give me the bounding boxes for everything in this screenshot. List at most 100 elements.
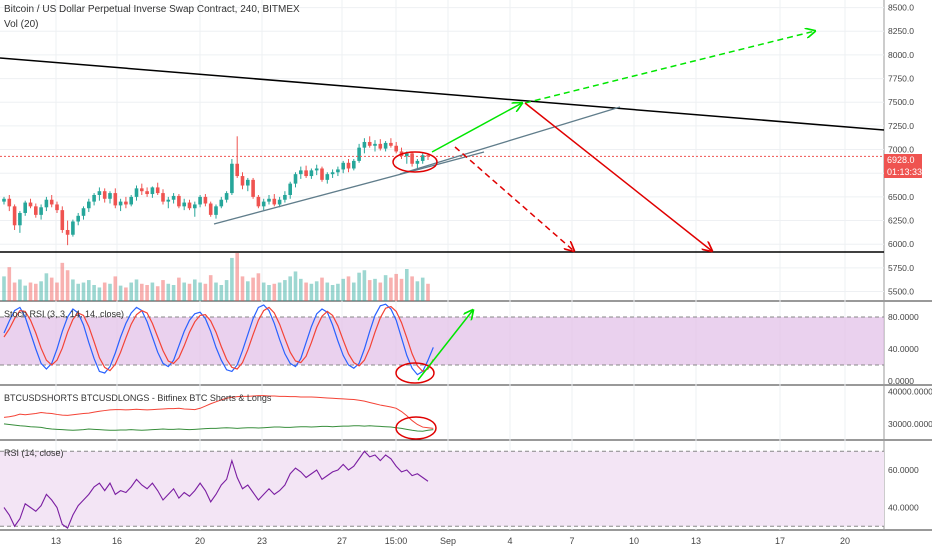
volume-bar	[49, 277, 54, 301]
candle-body	[240, 176, 245, 186]
countdown-badge: 01:13:33	[887, 167, 922, 177]
time-tick-label: 13	[51, 536, 61, 546]
candle-body	[140, 188, 144, 192]
candle-body	[246, 179, 250, 186]
price-tick-label: 6000.0	[888, 239, 914, 249]
price-badge: 6928.0 01:13:33	[884, 154, 922, 178]
volume-bar	[267, 285, 271, 301]
price-tick-label: 7250.0	[888, 121, 914, 131]
rsi-tick-label: 40.0000	[888, 503, 919, 513]
volume-bar	[399, 278, 404, 301]
candle-body	[171, 195, 176, 200]
volume-bar	[219, 285, 224, 301]
volume-bar	[357, 272, 361, 301]
candle-body	[134, 188, 139, 197]
volume-bar	[341, 278, 345, 301]
volume-bar	[383, 275, 388, 301]
candle-body	[161, 193, 165, 202]
candle-body	[166, 199, 171, 202]
last-price-badge: 6928.0	[887, 155, 915, 165]
volume-bar	[394, 273, 398, 301]
candle-body	[309, 170, 314, 177]
volume-bar	[330, 285, 335, 301]
price-tick-label: 8500.0	[888, 3, 914, 13]
candle-body	[383, 142, 388, 149]
candle-body	[155, 187, 160, 194]
candle-body	[304, 170, 308, 177]
longs-line	[3, 423, 434, 432]
candle-body	[49, 199, 54, 205]
candle-body	[235, 163, 239, 177]
candle-body	[420, 155, 425, 161]
upper-resistance-line	[0, 57, 885, 131]
price-tick-label: 8000.0	[888, 50, 914, 60]
candle-body	[12, 206, 17, 226]
volume-bar	[336, 283, 340, 301]
candle-body	[415, 160, 420, 164]
shorts-line	[3, 395, 434, 429]
volume-bar	[426, 283, 430, 301]
user-drawings	[0, 31, 885, 440]
candle-body	[87, 201, 91, 209]
candle-body	[203, 196, 208, 204]
volume-bar	[256, 273, 261, 301]
shorts-longs-circle-annotation	[395, 416, 437, 440]
candle-body	[113, 193, 118, 206]
time-tick-label: 20	[840, 536, 850, 546]
volume-bar	[193, 279, 197, 301]
candle-body	[150, 187, 155, 195]
shorts-longs-tick-label: 30000.0000	[888, 419, 932, 429]
volume-bar	[415, 281, 420, 301]
candle-body	[405, 153, 409, 157]
volume-bar	[44, 273, 49, 301]
candle-body	[325, 174, 330, 180]
volume-bar	[76, 283, 80, 301]
volume-bar	[28, 282, 33, 301]
volume-bar	[34, 283, 38, 301]
volume-bar	[187, 283, 192, 301]
volume-bar	[346, 276, 351, 301]
candle-body	[256, 196, 261, 207]
candle-body	[92, 194, 96, 202]
price-tick-label: 6500.0	[888, 192, 914, 202]
ascending-trendline	[213, 151, 485, 225]
red-dashed-breakdown-arrow	[454, 146, 574, 251]
volume-bar	[410, 276, 414, 301]
volume-bar	[97, 287, 102, 301]
time-axis: 13 16 20 23 27 15:00 Sep 4 7 10 13 17 20	[51, 536, 850, 546]
candle-body	[251, 179, 255, 197]
price-circle-annotation	[392, 151, 438, 173]
time-tick-label: 20	[195, 536, 205, 546]
volume-bar	[113, 276, 118, 301]
rsi-label: RSI (14, close)	[4, 448, 64, 458]
price-axis: 5500.05750.06000.06250.06500.06750.07000…	[888, 3, 932, 513]
volume-bar	[362, 270, 367, 301]
volume-bar	[39, 281, 43, 301]
green-arrow-to-resistance	[431, 103, 522, 153]
volume-bar	[155, 286, 160, 301]
candle-body	[65, 230, 70, 235]
volume-bar	[23, 285, 27, 301]
volume-bar	[87, 280, 91, 301]
candle-body	[182, 202, 186, 207]
candle-body	[129, 196, 133, 205]
volume-bar	[214, 282, 218, 301]
volume-bar	[171, 285, 176, 301]
candle-body	[97, 191, 102, 195]
candle-body	[389, 142, 393, 146]
candle-body	[267, 198, 271, 202]
time-tick-label: 15:00	[385, 536, 408, 546]
volume-bar	[118, 285, 123, 301]
volume-bar	[55, 282, 59, 301]
volume-bar	[352, 282, 356, 301]
candle-body	[288, 183, 292, 195]
volume-bar	[309, 283, 314, 301]
stoch-rsi-label: Stoch RSI (3, 3, 14, 14, close)	[4, 309, 125, 319]
volume-bar	[203, 283, 208, 301]
candle-body	[2, 198, 6, 202]
volume-bar	[293, 271, 298, 301]
candle-body	[367, 141, 372, 146]
candle-body	[34, 206, 38, 215]
